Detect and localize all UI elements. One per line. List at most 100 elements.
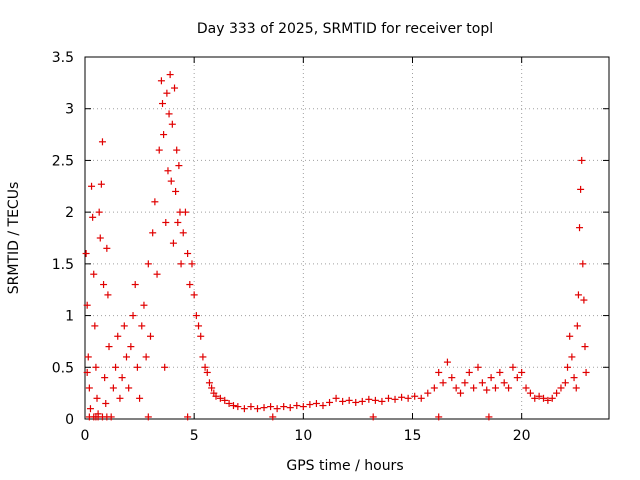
- data-point: [85, 384, 93, 392]
- data-point: [155, 146, 163, 154]
- data-point: [572, 384, 580, 392]
- x-tick-label: 5: [190, 428, 199, 444]
- data-point: [234, 403, 242, 411]
- data-point: [306, 401, 314, 409]
- data-point: [531, 394, 539, 402]
- data-point: [171, 84, 179, 92]
- data-point: [435, 368, 443, 376]
- data-point: [253, 405, 261, 413]
- data-point: [165, 110, 173, 118]
- data-point: [138, 322, 146, 330]
- y-tick-label: 1.5: [52, 257, 74, 273]
- data-point: [179, 229, 187, 237]
- data-point: [398, 393, 406, 401]
- data-point: [188, 260, 196, 268]
- data-point: [260, 404, 268, 412]
- data-point: [116, 394, 124, 402]
- data-point: [103, 244, 111, 252]
- data-point: [483, 386, 491, 394]
- data-point: [485, 413, 493, 421]
- data-point: [107, 413, 115, 421]
- data-point: [439, 379, 447, 387]
- data-point: [286, 404, 294, 412]
- data-point: [125, 384, 133, 392]
- data-point: [345, 396, 353, 404]
- data-point: [151, 198, 159, 206]
- data-point: [83, 368, 91, 376]
- data-point: [424, 389, 432, 397]
- data-point: [299, 403, 307, 411]
- data-point: [269, 413, 277, 421]
- data-point: [184, 250, 192, 258]
- data-point: [164, 167, 172, 175]
- data-point: [312, 399, 320, 407]
- data-point: [98, 138, 106, 146]
- data-point: [580, 296, 588, 304]
- data-point: [157, 77, 165, 85]
- x-tick-label: 10: [294, 428, 312, 444]
- y-tick-label: 1: [65, 309, 74, 325]
- data-point: [133, 363, 141, 371]
- data-point: [208, 384, 216, 392]
- x-tick-label: 20: [513, 428, 531, 444]
- data-point: [535, 392, 543, 400]
- data-point: [557, 384, 565, 392]
- data-point: [470, 384, 478, 392]
- data-point: [435, 413, 443, 421]
- data-point: [273, 405, 281, 413]
- data-point: [384, 394, 392, 402]
- data-point: [173, 146, 181, 154]
- data-point: [144, 413, 152, 421]
- data-point: [102, 399, 110, 407]
- data-point: [577, 185, 585, 193]
- data-point: [199, 353, 207, 361]
- data-point: [417, 394, 425, 402]
- data-point: [411, 392, 419, 400]
- data-point: [579, 260, 587, 268]
- data-point: [518, 368, 526, 376]
- data-point: [169, 239, 177, 247]
- data-point: [352, 398, 360, 406]
- data-point: [574, 291, 582, 299]
- data-point: [160, 131, 168, 139]
- y-axis-label: SRMTID / TECUs: [6, 182, 22, 295]
- data-point: [142, 353, 150, 361]
- data-point: [159, 100, 167, 108]
- data-point: [280, 403, 288, 411]
- data-point: [172, 187, 180, 195]
- data-point: [319, 402, 327, 410]
- data-point: [221, 396, 229, 404]
- data-point: [120, 322, 128, 330]
- data-point: [153, 270, 161, 278]
- data-point: [478, 379, 486, 387]
- data-point: [568, 353, 576, 361]
- data-point: [548, 394, 556, 402]
- data-point: [86, 405, 94, 413]
- data-point: [205, 379, 213, 387]
- data-point: [131, 281, 139, 289]
- data-point: [564, 363, 572, 371]
- data-point: [192, 312, 200, 320]
- data-point: [90, 270, 98, 278]
- data-point: [181, 208, 189, 216]
- grid: [85, 57, 609, 419]
- y-tick-label: 2: [65, 205, 74, 221]
- data-point: [369, 413, 377, 421]
- data-point: [109, 384, 117, 392]
- data-point: [114, 332, 122, 340]
- data-point: [201, 363, 209, 371]
- data-point: [104, 291, 112, 299]
- data-point: [240, 405, 248, 413]
- data-point: [161, 363, 169, 371]
- data-point: [229, 402, 237, 410]
- data-point: [162, 218, 170, 226]
- y-tick-label: 2.5: [52, 153, 74, 169]
- data-point: [174, 218, 182, 226]
- axis-ticks: [84, 56, 609, 420]
- data-point: [112, 363, 120, 371]
- data-point: [365, 395, 373, 403]
- data-point: [326, 398, 334, 406]
- x-tick-label: 15: [404, 428, 422, 444]
- data-point: [570, 374, 578, 382]
